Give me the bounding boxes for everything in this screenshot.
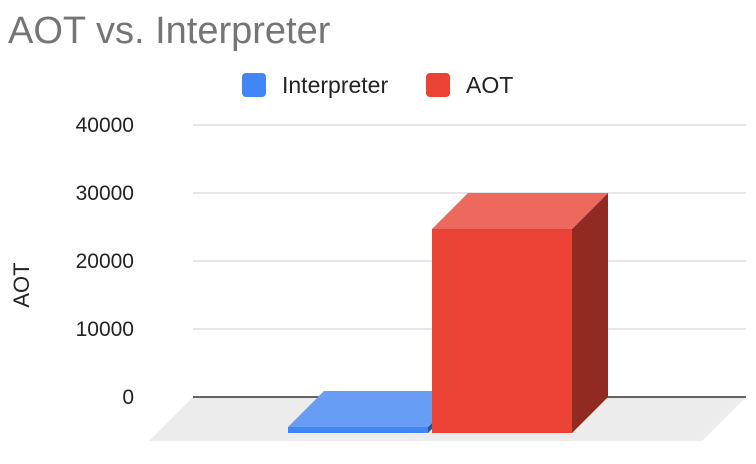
y-tick-label: 20000 — [76, 250, 134, 273]
chart-title: AOT vs. Interpreter — [8, 10, 331, 52]
legend: Interpreter AOT — [0, 68, 756, 102]
y-tick-label: 10000 — [76, 318, 134, 341]
legend-swatch-aot — [426, 73, 450, 97]
legend-label-interpreter: Interpreter — [282, 71, 389, 98]
bar-front-face — [432, 229, 572, 433]
legend-swatch-interpreter — [242, 73, 266, 97]
y-tick-label: 0 — [122, 386, 134, 409]
bar-top-face — [288, 391, 464, 427]
y-tick-label: 40000 — [76, 114, 134, 137]
legend-item-interpreter[interactable]: Interpreter — [242, 68, 388, 102]
bar-top-face — [432, 193, 608, 229]
bar-front-face — [288, 427, 428, 433]
legend-item-aot[interactable]: AOT — [426, 68, 513, 102]
y-tick-label: 30000 — [76, 182, 134, 205]
bar-aot — [432, 193, 608, 433]
bar-side-face — [572, 193, 608, 433]
legend-label-aot: AOT — [466, 71, 514, 98]
